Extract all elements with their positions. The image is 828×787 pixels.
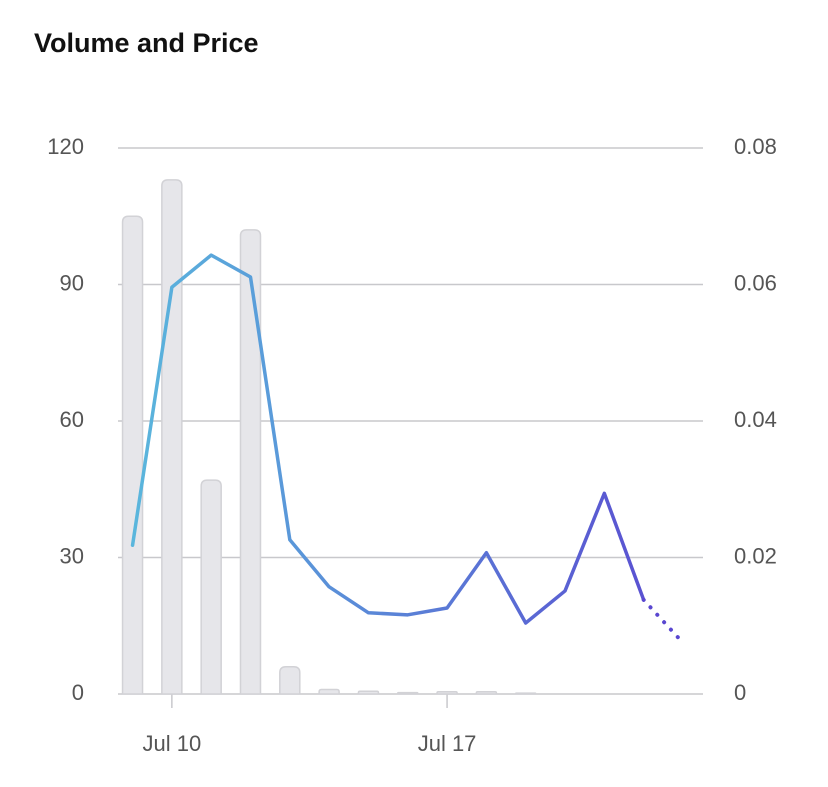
y2-tick-label: 0.06 bbox=[734, 270, 777, 295]
y-tick-label: 120 bbox=[47, 134, 84, 159]
price-line bbox=[641, 597, 685, 645]
y2-tick-label: 0.02 bbox=[734, 543, 777, 568]
volume-bar bbox=[318, 688, 340, 695]
price-line bbox=[130, 253, 646, 625]
x-tick-label: Jul 10 bbox=[143, 731, 202, 756]
volume-bar bbox=[357, 690, 380, 695]
x-tick-label: Jul 17 bbox=[418, 731, 477, 756]
y2-tick-label: 0.04 bbox=[734, 407, 777, 432]
volume-bar bbox=[239, 229, 262, 695]
volume-bar bbox=[200, 479, 222, 695]
volume-bar bbox=[161, 179, 183, 695]
y-tick-label: 60 bbox=[60, 407, 84, 432]
volume-bar bbox=[436, 690, 458, 695]
y2-tick-label: 0.08 bbox=[734, 134, 777, 159]
y-tick-label: 30 bbox=[60, 543, 84, 568]
volume-bar bbox=[121, 215, 144, 695]
volume-bar bbox=[396, 691, 419, 695]
volume-bar bbox=[279, 665, 301, 695]
volume-bar bbox=[475, 690, 498, 695]
y-tick-label: 90 bbox=[60, 270, 84, 295]
y2-tick-label: 0 bbox=[734, 680, 746, 705]
chart-title: Volume and Price bbox=[34, 28, 259, 58]
volume-bar bbox=[514, 692, 537, 695]
y-tick-label: 0 bbox=[72, 680, 84, 705]
